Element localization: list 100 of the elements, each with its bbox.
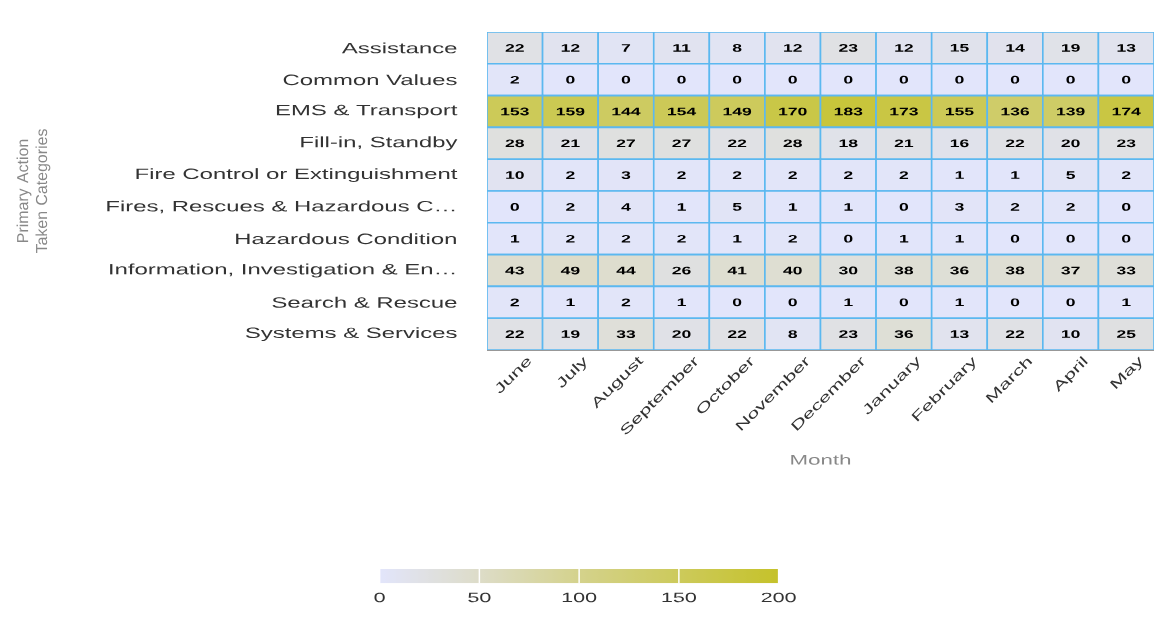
data-label: 3: [954, 203, 964, 211]
y-axis-title: Primary Action Taken Categories: [16, 129, 51, 254]
y-tick-label: Systems & Services: [245, 327, 457, 342]
data-label: 27: [616, 139, 635, 148]
data-label: 139: [1057, 107, 1085, 116]
data-label: 11: [673, 44, 691, 52]
data-label: 0: [844, 234, 853, 243]
data-label: 0: [1010, 298, 1020, 307]
data-label: 183: [834, 107, 863, 116]
data-label: 10: [506, 171, 524, 179]
data-label: 1: [511, 234, 520, 243]
data-label: 2: [566, 203, 575, 211]
data-label: 26: [672, 266, 691, 275]
data-label: 19: [1061, 44, 1080, 52]
data-label: 0: [899, 75, 909, 84]
data-label: 0: [1122, 203, 1131, 211]
x-axis-title: Month: [791, 454, 851, 465]
y-tick-label: Hazardous Condition: [236, 233, 456, 245]
data-label: 0: [1066, 298, 1075, 307]
data-label: 155: [945, 107, 974, 116]
data-label: 159: [556, 107, 585, 116]
data-label: 173: [890, 107, 918, 116]
data-label: 1: [955, 171, 964, 179]
data-label: 0: [788, 75, 797, 84]
data-label: 1: [677, 298, 686, 307]
data-label: 38: [1005, 266, 1025, 275]
data-label: 1: [955, 298, 964, 307]
data-label: 1: [566, 298, 575, 307]
color-bar-label: 0: [374, 592, 385, 603]
data-label: 38: [894, 266, 914, 275]
data-label: 14: [1006, 44, 1025, 52]
data-label: 33: [1116, 266, 1136, 275]
data-label: 13: [950, 330, 969, 338]
data-label: 2: [788, 234, 797, 243]
data-label: 0: [621, 75, 631, 84]
data-label: 8: [788, 330, 798, 338]
data-label: 1: [844, 298, 853, 307]
data-label: 174: [1112, 107, 1141, 116]
data-label: 30: [838, 266, 858, 275]
data-label: 0: [899, 298, 909, 307]
data-label: 22: [505, 44, 524, 52]
data-label: 0: [732, 298, 742, 307]
data-label: 36: [950, 266, 969, 275]
color-bar-label: 200: [761, 592, 796, 603]
data-label: 2: [844, 171, 853, 179]
data-label: 36: [894, 330, 913, 338]
data-label: 22: [1005, 139, 1025, 148]
data-label: 3: [621, 171, 631, 179]
color-bar-label: 150: [662, 592, 696, 603]
data-label: 0: [732, 75, 742, 84]
y-tick-label: Common Values: [283, 74, 457, 86]
color-bar-label: 50: [468, 592, 491, 603]
data-label: 10: [1061, 330, 1080, 338]
data-label: 43: [505, 266, 524, 275]
data-label: 22: [727, 330, 747, 338]
data-label: 23: [839, 44, 858, 52]
data-label: 0: [1066, 75, 1075, 84]
data-label: 12: [561, 44, 580, 52]
y-tick-label: Fill-in, Standby: [301, 136, 458, 151]
data-label: 37: [1061, 266, 1080, 275]
data-label: 28: [783, 139, 802, 148]
data-label: 2: [510, 75, 519, 84]
data-label: 12: [784, 44, 802, 52]
data-label: 2: [1066, 203, 1075, 211]
data-label: 1: [1122, 298, 1131, 307]
data-label: 2: [566, 234, 575, 243]
data-label: 8: [732, 44, 742, 52]
data-label: 2: [677, 234, 686, 243]
data-label: 2: [732, 171, 742, 179]
data-label: 153: [501, 107, 529, 116]
data-label: 25: [1117, 330, 1136, 338]
y-tick-label: EMS & Transport: [276, 104, 458, 119]
data-label: 23: [839, 330, 858, 338]
data-label: 154: [668, 107, 697, 116]
data-label: 28: [505, 139, 524, 148]
data-label: 1: [900, 234, 909, 243]
data-label: 1: [733, 234, 742, 243]
data-label: 2: [1121, 171, 1131, 179]
data-label: 1: [677, 203, 686, 211]
data-label: 0: [566, 75, 575, 84]
data-label: 20: [672, 330, 691, 338]
data-label: 4: [621, 203, 631, 211]
data-label: 22: [1005, 330, 1025, 338]
y-tick-label: Assistance: [341, 42, 457, 54]
data-label: 1: [1011, 171, 1020, 179]
data-label: 12: [895, 44, 913, 52]
data-label: 21: [894, 139, 914, 148]
data-label: 22: [505, 330, 524, 338]
data-label: 0: [1066, 234, 1075, 243]
data-label: 0: [899, 203, 909, 211]
data-label: 0: [1122, 75, 1131, 84]
data-label: 1: [788, 203, 798, 211]
data-label: 23: [1117, 139, 1136, 148]
data-label: 2: [788, 171, 797, 179]
data-label: 16: [950, 139, 969, 148]
data-label: 15: [950, 44, 969, 52]
data-label: 0: [788, 298, 797, 307]
data-label: 44: [616, 266, 636, 275]
data-label: 27: [672, 139, 691, 148]
data-label: 0: [677, 75, 686, 84]
